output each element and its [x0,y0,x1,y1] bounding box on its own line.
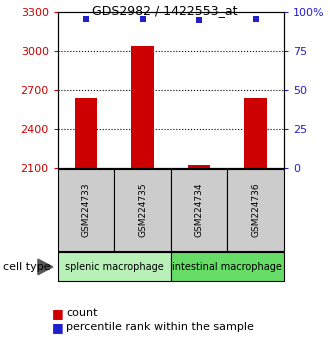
Text: cell type: cell type [3,262,51,272]
Bar [244,98,267,168]
Text: GSM224735: GSM224735 [138,183,147,237]
Polygon shape [38,259,53,275]
Bar [75,98,97,168]
Text: ■: ■ [52,321,64,334]
Text: intestinal macrophage: intestinal macrophage [172,262,282,272]
Text: ■: ■ [52,307,64,320]
Text: splenic macrophage: splenic macrophage [65,262,164,272]
Text: count: count [66,308,97,318]
Text: GSM224733: GSM224733 [82,183,90,237]
Text: GDS2982 / 1422553_at: GDS2982 / 1422553_at [92,4,238,17]
Text: GSM224734: GSM224734 [194,183,204,237]
Text: GSM224736: GSM224736 [251,183,260,237]
Text: percentile rank within the sample: percentile rank within the sample [66,322,254,332]
Bar [131,46,154,168]
Bar [188,165,210,168]
